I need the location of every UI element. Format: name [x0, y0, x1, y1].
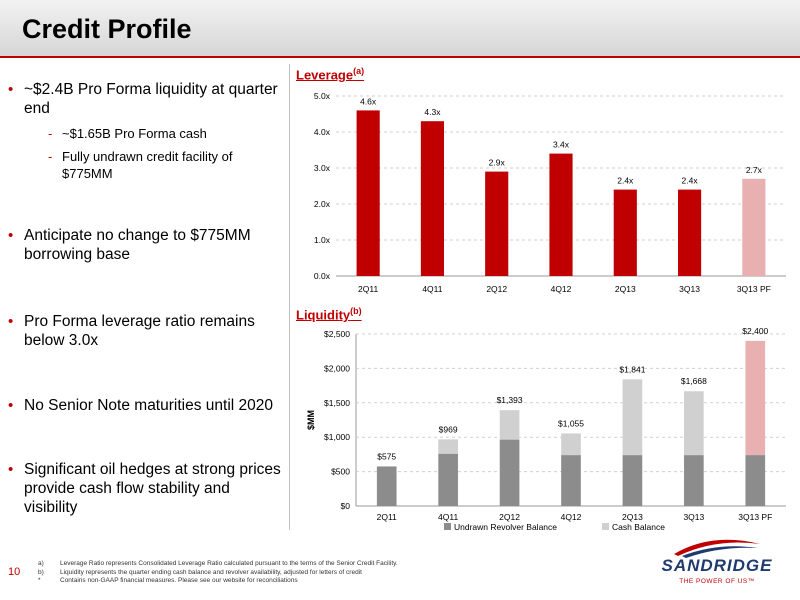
x-tick-label: 2Q12: [486, 284, 507, 294]
bullet-text: Pro Forma leverage ratio remains below 3…: [24, 313, 255, 349]
data-label: 4.3x: [424, 107, 441, 117]
y-tick-label: 3.0x: [314, 163, 331, 173]
bar-cash-balance: [622, 379, 643, 456]
bar: [356, 110, 380, 277]
data-label: 3.4x: [553, 140, 570, 150]
liquidity-chart: $0 $500 $1,000 $1,500 $2,000 $2,500 $MM $575 2Q1…: [306, 326, 786, 532]
x-tick-label: 3Q13 PF: [737, 284, 771, 294]
legend-swatch-undrawn-revolver: [444, 523, 451, 530]
bullet-text: ~$2.4B Pro Forma liquidity at quarter en…: [24, 81, 278, 117]
page-title: Credit Profile: [22, 14, 192, 44]
legend-label-undrawn-revolver: Undrawn Revolver Balance: [454, 522, 557, 532]
x-tick-label: 2Q13: [615, 284, 636, 294]
bar-cash-balance: [438, 439, 458, 454]
total-label: $969: [439, 424, 458, 434]
logo-swoosh-icon: [674, 539, 760, 558]
x-tick-label: 2Q13: [622, 512, 643, 522]
total-label: $1,055: [558, 418, 584, 428]
total-label: $1,841: [619, 364, 645, 374]
y-axis-label: $MM: [306, 410, 316, 430]
bar: [549, 153, 573, 276]
key-points-panel: • ~$2.4B Pro Forma liquidity at quarter …: [0, 70, 290, 530]
data-label: 2.4x: [617, 176, 634, 186]
bar-undrawn-revolver: [684, 455, 704, 506]
total-label: $1,668: [681, 376, 707, 386]
y-tick-label: $2,500: [324, 329, 350, 339]
bar-undrawn-revolver: [376, 466, 397, 506]
x-tick-label: 4Q12: [561, 512, 582, 522]
legend-label-cash-balance: Cash Balance: [612, 522, 665, 532]
bar: [420, 121, 444, 276]
bullet-text: No Senior Note maturities until 2020: [24, 397, 273, 414]
footnote-b: b) Liquidity represents the quarter endin…: [38, 568, 362, 576]
y-tick-label: 2.0x: [314, 199, 331, 209]
bar-undrawn-revolver: [622, 455, 643, 506]
x-tick-label: 4Q11: [422, 284, 442, 294]
data-label: 4.6x: [360, 96, 377, 106]
x-tick-label: 3Q13: [679, 284, 700, 294]
y-tick-label: 0.0x: [314, 271, 331, 281]
bar: [485, 171, 509, 276]
bullet-text: Anticipate no change to $775MM borrowing…: [24, 227, 251, 263]
logo-wordmark: SANDRIDGE: [661, 556, 773, 575]
y-tick-label: $500: [331, 467, 350, 477]
footnote-a: a) Leverage Ratio represents Consolidated…: [38, 560, 398, 567]
x-tick-label: 2Q11: [358, 284, 378, 294]
data-label: 2.4x: [682, 176, 699, 186]
bullet-marker: •: [8, 81, 14, 98]
data-label: 2.7x: [746, 165, 763, 175]
total-label: $1,393: [497, 395, 523, 405]
footnote-non-gaap: * Contains non-GAAP financial measures. P…: [38, 577, 298, 584]
data-label: 2.9x: [489, 158, 506, 168]
x-tick-label: 4Q11: [438, 512, 458, 522]
bar-cash-balance: [745, 340, 766, 456]
bullet-text: Significant oil hedges at strong prices …: [24, 461, 281, 516]
panel-divider: [289, 64, 290, 530]
bullet-marker: •: [8, 313, 14, 330]
y-tick-label: 1.0x: [314, 235, 331, 245]
legend-swatch-cash-balance: [602, 523, 609, 530]
x-tick-label: 2Q11: [377, 512, 397, 522]
y-tick-label: $1,500: [324, 398, 350, 408]
y-tick-label: $2,000: [324, 363, 350, 373]
y-tick-label: 5.0x: [314, 91, 331, 101]
sub-bullet-marker: -: [48, 126, 53, 141]
slide-header: Credit Profile: [0, 0, 800, 58]
page-number: 10: [8, 566, 21, 578]
bar-cash-balance: [684, 391, 704, 456]
leverage-chart: 0.0x 1.0x 2.0x 3.0x 4.0x 5.0x 4.6x 2Q11 4.3x 4Q11…: [314, 91, 786, 294]
total-label: $575: [377, 451, 396, 461]
bar: [613, 189, 637, 276]
y-tick-label: 4.0x: [314, 127, 331, 137]
x-tick-label: 2Q12: [499, 512, 520, 522]
bullet-marker: •: [8, 461, 14, 478]
x-tick-label: 4Q12: [551, 284, 572, 294]
y-tick-label: $1,000: [324, 432, 350, 442]
bar-cash-balance: [499, 410, 520, 440]
sub-bullet-text: Fully undrawn credit facility of $775MM: [62, 149, 233, 181]
y-tick-label: $0: [341, 501, 351, 511]
total-label: $2,400: [742, 326, 768, 336]
bar-undrawn-revolver: [438, 453, 458, 506]
bar-undrawn-revolver: [499, 439, 520, 506]
bar: [678, 189, 702, 276]
bullet-marker: •: [8, 227, 14, 244]
bullet-marker: •: [8, 397, 14, 414]
sandridge-logo: SANDRIDGE THE POWER OF US™: [652, 534, 782, 594]
bar: [742, 178, 766, 276]
bar-undrawn-revolver: [745, 455, 766, 506]
footnotes: a) Leverage Ratio represents Consolidated…: [38, 560, 458, 586]
x-tick-label: 3Q13 PF: [738, 512, 772, 522]
logo-tagline: THE POWER OF US™: [679, 578, 755, 585]
sub-bullet-text: ~$1.65B Pro Forma cash: [62, 126, 207, 141]
leverage-chart-title: Leverage(a): [296, 66, 365, 83]
x-tick-label: 3Q13: [683, 512, 704, 522]
sub-bullet-marker: -: [48, 149, 53, 164]
bar-undrawn-revolver: [561, 455, 581, 506]
bar-cash-balance: [561, 433, 581, 456]
liquidity-chart-title: Liquidity(b): [296, 306, 362, 323]
